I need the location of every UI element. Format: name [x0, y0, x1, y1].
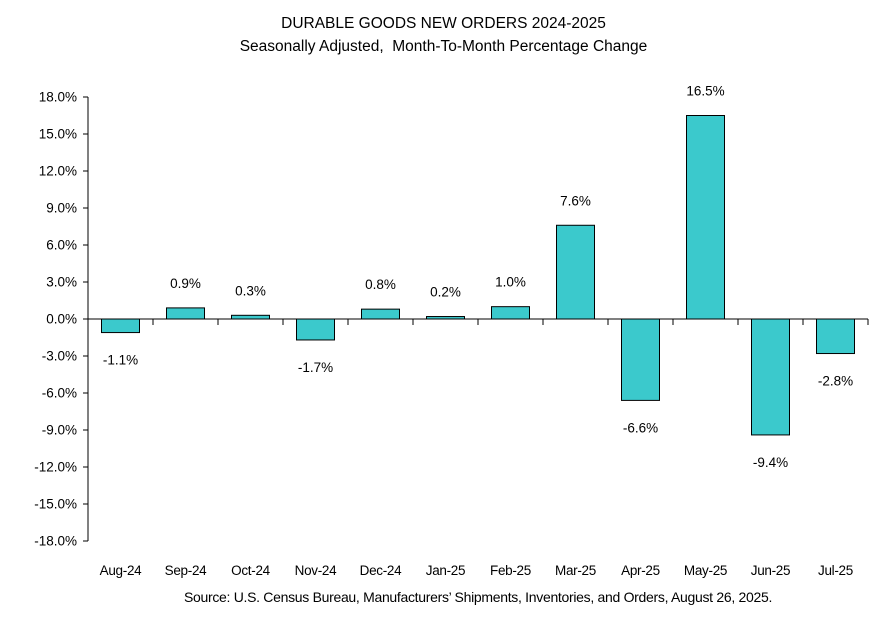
bar-Oct-24 [231, 314, 270, 320]
bar-Jan-25 [426, 316, 465, 320]
bar-Feb-25 [491, 306, 530, 320]
x-category-label: Jan-25 [426, 563, 465, 578]
x-category-label: Dec-24 [360, 563, 403, 578]
bar-May-25 [686, 115, 725, 320]
y-tick-label: 6.0% [46, 238, 77, 253]
x-category-label: Mar-25 [555, 563, 596, 578]
y-tick-label: -12.0% [34, 460, 77, 475]
data-label: 0.9% [170, 276, 201, 291]
data-label: -9.4% [753, 455, 788, 470]
x-category-label: Nov-24 [295, 563, 338, 578]
x-category-label: Aug-24 [100, 563, 143, 578]
bar-Nov-24 [296, 318, 335, 341]
x-category-label: Feb-25 [490, 563, 531, 578]
bar-Jul-25 [816, 318, 855, 355]
data-label: -6.6% [623, 420, 658, 435]
y-tick-label: -15.0% [34, 497, 77, 512]
title-block: DURABLE GOODS NEW ORDERS 2024-2025 Seaso… [0, 12, 887, 58]
bar-Apr-25 [621, 318, 660, 401]
x-category-label: Jul-25 [818, 563, 853, 578]
x-category-label: Oct-24 [231, 563, 271, 578]
bar-Mar-25 [556, 224, 595, 320]
data-label: 0.8% [365, 277, 396, 292]
source-note: Source: U.S. Census Bureau, Manufacturer… [183, 589, 773, 605]
data-label: 0.3% [235, 283, 266, 298]
chart-subtitle: Seasonally Adjusted, Month-To-Month Perc… [239, 38, 648, 55]
y-tick-label: 12.0% [39, 164, 77, 179]
bar-Jun-25 [751, 318, 790, 436]
y-tick-label: -3.0% [42, 349, 77, 364]
data-label: 7.6% [560, 193, 591, 208]
data-label: 16.5% [686, 84, 724, 99]
data-label: 1.0% [495, 275, 526, 290]
chart-title: DURABLE GOODS NEW ORDERS 2024-2025 [281, 15, 606, 32]
y-tick-label: 0.0% [46, 312, 77, 327]
y-tick-label: -18.0% [34, 534, 77, 549]
data-label: -2.8% [818, 374, 853, 389]
bar-Sep-24 [166, 307, 205, 320]
y-tick-label: 15.0% [39, 127, 77, 142]
data-label: 0.2% [430, 285, 461, 300]
bar-Aug-24 [101, 318, 140, 334]
x-category-label: Sep-24 [165, 563, 208, 578]
data-label: -1.7% [298, 360, 333, 375]
y-tick-label: -9.0% [42, 423, 77, 438]
data-label: -1.1% [103, 353, 138, 368]
bar-Dec-24 [361, 308, 400, 320]
x-category-label: Jun-25 [751, 563, 790, 578]
y-tick-label: 18.0% [39, 90, 77, 105]
x-category-label: Apr-25 [621, 563, 660, 578]
y-tick-label: -6.0% [42, 386, 77, 401]
x-category-label: May-25 [684, 563, 727, 578]
y-tick-label: 9.0% [46, 201, 77, 216]
y-tick-label: 3.0% [46, 275, 77, 290]
